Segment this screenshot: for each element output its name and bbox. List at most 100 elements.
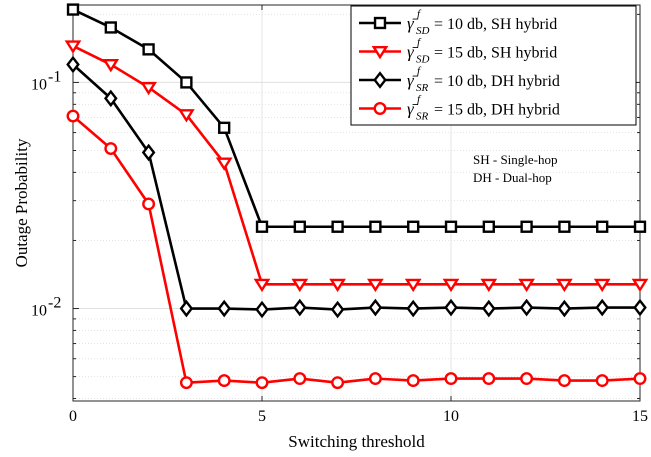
- series-1-point: [331, 220, 344, 233]
- series-1: [66, 3, 647, 233]
- series-3-point: [406, 299, 420, 318]
- series-2-point: [442, 278, 460, 293]
- series-1-point: [558, 220, 571, 233]
- y-tick-label: 10: [31, 303, 47, 320]
- legend-marker: [373, 16, 387, 30]
- series-1-point: [293, 220, 306, 233]
- series-1-point: [104, 21, 117, 34]
- series-2-point: [215, 157, 233, 171]
- legend-entry-3: γ̄ f SR = 10 db, DH hybrid: [359, 65, 560, 94]
- legend-entry-2: γ̄ f SD = 15 db, SH hybrid: [359, 37, 557, 66]
- series-2-point: [140, 81, 157, 96]
- series-3-point: [444, 298, 458, 317]
- legend-symbol: γ̄: [407, 14, 419, 33]
- series-4-point: [595, 374, 609, 388]
- series-4-point: [331, 376, 345, 390]
- series-1-point: [369, 220, 382, 233]
- x-tick-label: 0: [69, 408, 77, 425]
- series-3-point: [482, 299, 496, 318]
- legend-symbol: γ̄: [407, 100, 419, 119]
- annotation-notes: SH - Single-hop DH - Dual-hop: [473, 152, 558, 185]
- series-3-point: [255, 300, 269, 319]
- series-2-point: [556, 278, 573, 293]
- series-2-point: [631, 278, 649, 293]
- series-1-point: [218, 121, 231, 134]
- legend-superscript: f: [417, 65, 422, 77]
- series-4-point: [66, 109, 80, 123]
- series-3-point: [141, 143, 156, 162]
- series-3-point: [66, 55, 80, 74]
- series-1-point: [444, 220, 458, 233]
- legend-label: = 15 db, SH hybrid: [434, 45, 557, 62]
- series-2-point: [291, 278, 309, 293]
- series-2-point: [329, 278, 346, 293]
- series-2-point: [480, 278, 498, 293]
- series-1-point: [596, 220, 609, 233]
- series-4-point: [368, 372, 382, 386]
- series-1-point: [255, 220, 269, 233]
- annotation-single-hop: SH - Single-hop: [473, 152, 558, 167]
- legend-entry-1: γ̄ f SD = 10 db, SH hybrid: [359, 8, 557, 37]
- series-4-point: [104, 142, 118, 156]
- legend-subscript: SD: [416, 25, 430, 37]
- series-4-point: [179, 376, 193, 390]
- series-4-line: [72, 115, 641, 384]
- legend-superscript: f: [417, 8, 422, 20]
- series-3-point: [293, 298, 307, 317]
- series-2-point: [593, 278, 611, 293]
- series-3-point: [104, 89, 118, 108]
- series-2-point: [64, 40, 82, 54]
- legend-marker: [373, 102, 387, 115]
- series-3-point: [217, 299, 231, 318]
- series-3-point: [330, 300, 345, 319]
- legend-superscript: f: [417, 94, 422, 106]
- legend-marker: [373, 71, 387, 89]
- legend-superscript: f: [417, 37, 422, 49]
- x-tick-label: 15: [632, 408, 648, 425]
- x-tick-label: 5: [258, 408, 266, 425]
- series-1-point: [66, 3, 80, 16]
- legend-marker: [371, 45, 389, 60]
- series-1-point: [407, 220, 420, 233]
- legend-label: = 10 db, SH hybrid: [434, 16, 557, 33]
- legend-subscript: SD: [416, 54, 430, 66]
- series-4-point: [520, 372, 534, 386]
- series-3-point: [633, 298, 647, 317]
- series-2-point: [404, 278, 422, 293]
- axes-frame: [72, 4, 641, 402]
- series-2-point: [178, 109, 195, 123]
- series-3-point: [595, 298, 609, 317]
- series-2-point: [102, 58, 120, 73]
- series-4-point: [444, 372, 458, 386]
- series-2-point: [518, 278, 535, 293]
- x-axis-label: Switching threshold: [288, 432, 425, 451]
- series-2-point: [367, 278, 384, 293]
- series-3-point: [179, 299, 194, 318]
- series-4-point: [633, 372, 647, 386]
- series-4-point: [255, 376, 269, 390]
- series-4-point: [142, 197, 156, 211]
- series-1-point: [633, 220, 647, 233]
- series-3-line: [72, 63, 640, 311]
- series-1-point: [180, 76, 193, 89]
- series-4-point: [406, 374, 420, 388]
- y-tick-exponent: -1: [48, 68, 61, 85]
- legend-symbol: γ̄: [407, 71, 419, 90]
- series-2-line: [72, 44, 640, 286]
- legend-subscript: SR: [416, 82, 429, 94]
- series-1-point: [142, 43, 155, 56]
- annotation-dual-hop: DH - Dual-hop: [473, 170, 552, 185]
- legend-box: [350, 5, 637, 126]
- series-4-point: [482, 372, 496, 386]
- y-tick-labels: 10-210-1: [31, 68, 61, 319]
- series-2-point: [253, 278, 271, 293]
- legend-entry-4: γ̄ f SR = 15 db, DH hybrid: [359, 94, 560, 123]
- x-tick-label: 10: [443, 408, 459, 425]
- legend-subscript: SR: [416, 111, 429, 123]
- series-1-point: [520, 220, 533, 233]
- series-1-line: [72, 8, 640, 229]
- legend-symbol: γ̄: [407, 43, 419, 62]
- series-4: [66, 109, 647, 390]
